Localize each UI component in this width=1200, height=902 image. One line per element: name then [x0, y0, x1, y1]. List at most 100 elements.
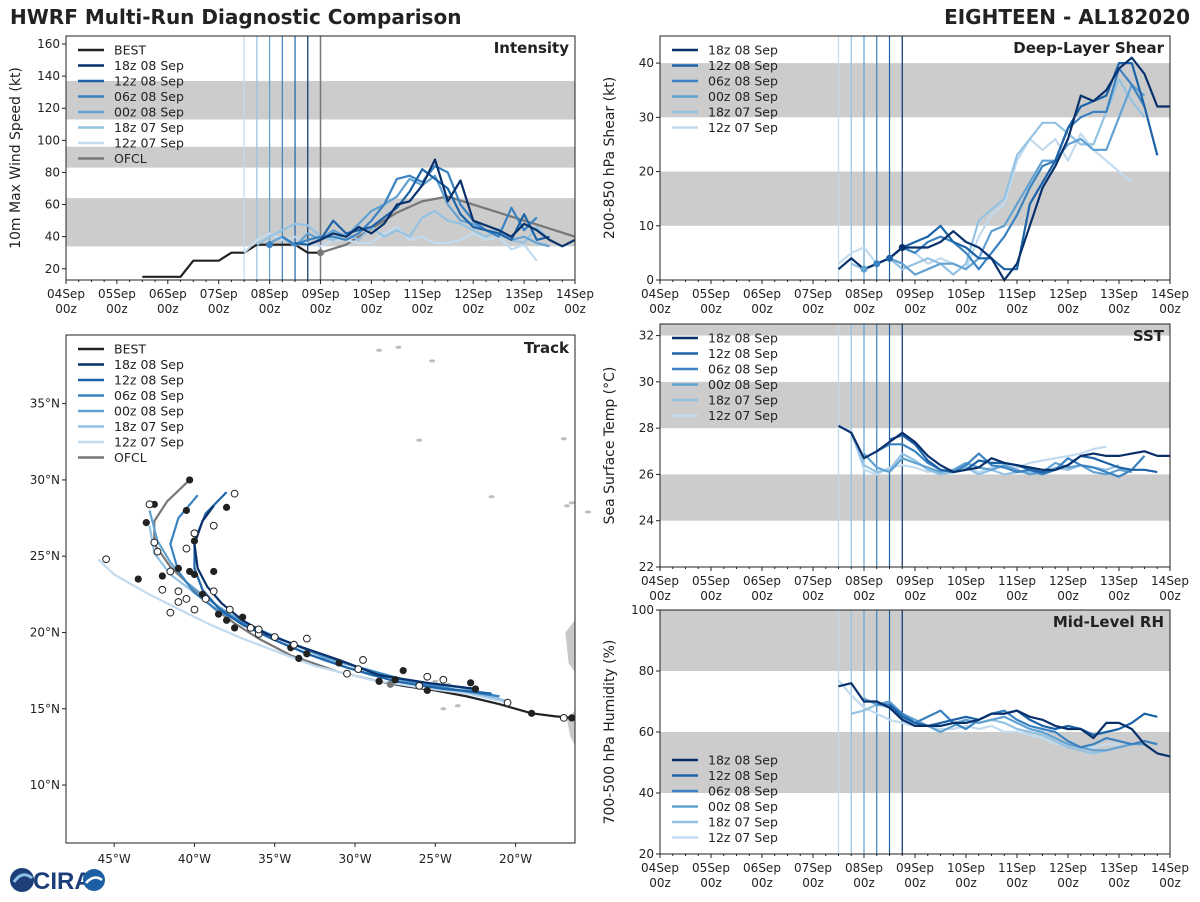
x-tick-label-date: 09Sep: [896, 574, 934, 588]
x-tick-label-date: 07Sep: [200, 287, 238, 301]
y-tick-label: 22: [639, 560, 654, 574]
track-position-marker-open: [201, 595, 210, 603]
track-position-marker: [210, 567, 218, 576]
shaded-band: [660, 63, 1170, 118]
panel-track: 45°W 40°W 35°W 30°W 25°W 20°W 10°N 15°N 20°N 25°N…: [30, 334, 591, 866]
island-shape: [584, 510, 591, 514]
legend-label: 18z 08 Sep: [114, 357, 184, 372]
x-tick-label-hour: 00z: [1006, 589, 1028, 603]
legend-label: 06z 08 Sep: [114, 89, 184, 104]
track-position-marker-open: [503, 698, 512, 707]
x-tick-label-date: 05Sep: [692, 574, 730, 588]
y-tick-label: 25°N: [30, 549, 60, 563]
x-tick-label-date: 08Sep: [251, 287, 289, 301]
legend-label: 18z 07 Sep: [708, 105, 778, 120]
panel-title: SST: [1133, 327, 1165, 345]
legend-label: BEST: [114, 43, 146, 58]
y-tick-label: 30°N: [30, 473, 60, 487]
island-shape: [432, 679, 439, 683]
series-line-06z-08-sep: [876, 703, 1158, 749]
figure-title: HWRF Multi-Run Diagnostic Comparison: [10, 5, 461, 29]
x-tick-label-date: 06Sep: [149, 287, 187, 301]
x-tick-label-date: 14Sep: [1151, 861, 1189, 875]
legend-label: 18z 07 Sep: [114, 419, 184, 434]
x-tick-label-hour: 00z: [361, 302, 383, 316]
track-position-marker-open: [439, 675, 448, 684]
x-tick-label-date: 13Sep: [505, 287, 543, 301]
track-position-marker: [230, 624, 239, 632]
x-tick-label-date: 12Sep: [454, 287, 492, 301]
x-tick-label-date: 10Sep: [947, 574, 985, 588]
series-line-18z-08-sep: [838, 682, 1171, 758]
x-tick-label-hour: 00z: [853, 589, 875, 603]
track-position-marker: [467, 679, 475, 687]
y-tick-label: 28: [639, 421, 654, 435]
legend-label: 18z 08 Sep: [708, 753, 778, 768]
x-tick-label-date: 13Sep: [1100, 287, 1138, 301]
x-tick-label-hour: 00z: [904, 589, 926, 603]
legend-label: 12z 08 Sep: [114, 74, 184, 89]
track-position-marker: [239, 613, 247, 621]
track-position-marker-open: [254, 625, 263, 634]
track-position-marker-open: [246, 624, 255, 632]
x-tick-label: 20°W: [499, 852, 532, 866]
legend-label: 12z 08 Sep: [708, 768, 778, 783]
y-tick-label: 40: [639, 786, 654, 800]
y-axis-label: 200-850 hPa Shear (kt): [602, 77, 618, 239]
x-tick-label-date: 09Sep: [896, 861, 934, 875]
series-line-12z-08-sep: [888, 703, 1158, 737]
x-tick-label-date: 07Sep: [794, 574, 832, 588]
legend-label: 12z 07 Sep: [708, 120, 778, 135]
y-tick-label: 120: [37, 101, 60, 115]
series-line-00z-08-sep: [863, 452, 1132, 476]
x-tick-label-hour: 00z: [462, 302, 484, 316]
y-tick-label: 60: [45, 198, 60, 212]
x-tick-label-date: 06Sep: [743, 574, 781, 588]
y-tick-label: 20°N: [30, 625, 60, 639]
x-tick-label-hour: 00z: [751, 589, 773, 603]
land-shape: [565, 620, 575, 673]
x-tick-label-date: 12Sep: [1049, 574, 1087, 588]
y-tick-label: 20: [45, 262, 60, 276]
track-position-marker-open: [359, 656, 367, 664]
y-tick-label: 10°N: [30, 778, 60, 792]
x-tick-label-hour: 00z: [649, 302, 671, 316]
island-shape: [395, 345, 402, 349]
legend-label: 12z 07 Sep: [114, 136, 184, 151]
track-position-marker-open: [174, 598, 183, 606]
x-tick-label-hour: 00z: [955, 876, 977, 890]
x-tick-label-hour: 00z: [802, 589, 824, 603]
track-position-marker: [391, 676, 399, 684]
x-tick-label-hour: 00z: [700, 589, 722, 603]
shaded-band: [660, 610, 1170, 671]
track-position-marker-open: [415, 681, 424, 690]
x-tick-label-date: 07Sep: [794, 861, 832, 875]
track-position-marker-open: [230, 489, 239, 498]
track-position-marker: [190, 537, 199, 545]
shaded-band: [660, 381, 1170, 429]
track-position-marker: [303, 650, 311, 658]
track-position-marker-open: [354, 665, 363, 673]
legend-label: 12z 07 Sep: [708, 830, 778, 845]
legend-label: 12z 08 Sep: [708, 58, 778, 73]
x-tick-label: 30°W: [338, 852, 371, 866]
x-tick-label-hour: 00z: [955, 589, 977, 603]
x-tick-label-date: 11Sep: [998, 861, 1036, 875]
legend-label: 00z 08 Sep: [114, 105, 184, 120]
track-position-marker: [335, 659, 343, 667]
x-tick-label-hour: 00z: [1159, 589, 1181, 603]
legend-label: 06z 08 Sep: [708, 362, 778, 377]
x-tick-label-date: 05Sep: [692, 287, 730, 301]
x-tick-label: 40°W: [178, 852, 211, 866]
track-position-marker: [222, 616, 231, 624]
init-marker: [266, 241, 274, 249]
track-position-marker: [142, 519, 150, 527]
y-tick-label: 10: [639, 219, 654, 233]
series-line-12z-08-sep: [889, 434, 1158, 474]
track-position-marker: [471, 685, 480, 693]
x-tick-label-hour: 00z: [700, 302, 722, 316]
series-line-ofcl: [320, 195, 576, 254]
x-tick-label-date: 10Sep: [352, 287, 390, 301]
y-tick-label: 15°N: [30, 702, 60, 716]
track-position-marker: [528, 709, 536, 717]
